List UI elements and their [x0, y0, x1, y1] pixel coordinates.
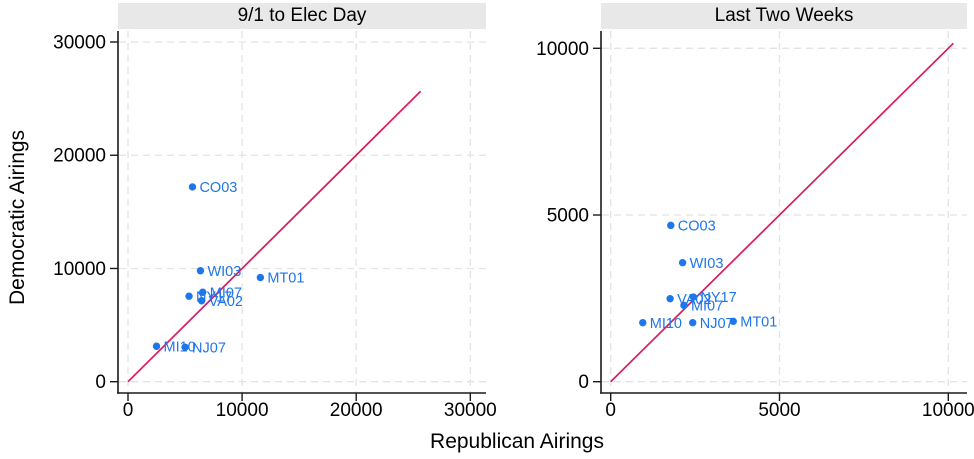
point-label-va02: VA02	[209, 294, 243, 310]
data-point-mi07	[680, 301, 688, 310]
point-label-wi03: WI03	[690, 256, 724, 272]
x-tick-label: 0	[605, 400, 616, 421]
data-point-co03	[667, 221, 675, 230]
x-tick-label: 10000	[922, 400, 974, 421]
point-label-mi07: MI07	[691, 299, 723, 315]
x-tick-label: 0	[123, 400, 134, 421]
x-tick-label: 5000	[758, 400, 800, 421]
point-label-ny17: NY17	[700, 290, 736, 306]
x-tick-label: 10000	[216, 400, 269, 421]
point-label-co03: CO03	[199, 180, 237, 196]
data-point-nj07	[181, 343, 189, 351]
point-label-mi07: MI07	[210, 285, 242, 301]
data-point-co03	[188, 183, 197, 191]
data-point-mi10	[639, 318, 647, 327]
point-label-mt01: MT01	[267, 271, 304, 287]
panel-title-right-label: Last Two Weeks	[714, 5, 854, 26]
panel-title-right: Last Two Weeks	[601, 3, 967, 29]
data-point-va02	[666, 294, 674, 303]
data-point-nj07	[689, 318, 697, 327]
y-tick-label: 0	[95, 372, 106, 393]
data-point-ny17	[689, 293, 698, 301]
reference-line	[610, 42, 954, 383]
point-label-mi10: MI10	[164, 339, 196, 355]
y-tick-label: 0	[578, 372, 589, 393]
x-axis-title: Republican Airings	[430, 430, 604, 453]
point-label-co03: CO03	[678, 219, 716, 235]
x-tick-label: 20000	[330, 400, 383, 421]
y-tick-label: 20000	[53, 146, 106, 167]
data-point-wi03	[678, 258, 687, 267]
data-point-va02	[197, 297, 206, 305]
data-point-mt01	[256, 273, 265, 282]
panel-title-left: 9/1 to Elec Day	[118, 3, 486, 29]
point-label-nj07: NJ07	[700, 316, 734, 332]
data-point-mi10	[152, 342, 161, 350]
y-tick-label: 10000	[536, 39, 589, 60]
point-label-wi03: WI03	[207, 264, 241, 280]
reference-line	[127, 90, 422, 383]
panel-title-left-label: 9/1 to Elec Day	[237, 5, 367, 26]
data-point-mt01	[729, 317, 737, 326]
data-point-ny17	[185, 292, 193, 300]
data-point-mi07	[199, 288, 207, 296]
x-tick-label: 30000	[444, 400, 497, 421]
y-tick-label: 10000	[53, 259, 106, 280]
data-point-wi03	[196, 267, 205, 275]
y-tick-label: 5000	[547, 206, 589, 227]
point-label-nj07: NJ07	[192, 340, 226, 356]
point-label-mt01: MT01	[740, 315, 777, 331]
point-label-mi10: MI10	[650, 316, 682, 332]
y-tick-label: 30000	[53, 33, 106, 54]
